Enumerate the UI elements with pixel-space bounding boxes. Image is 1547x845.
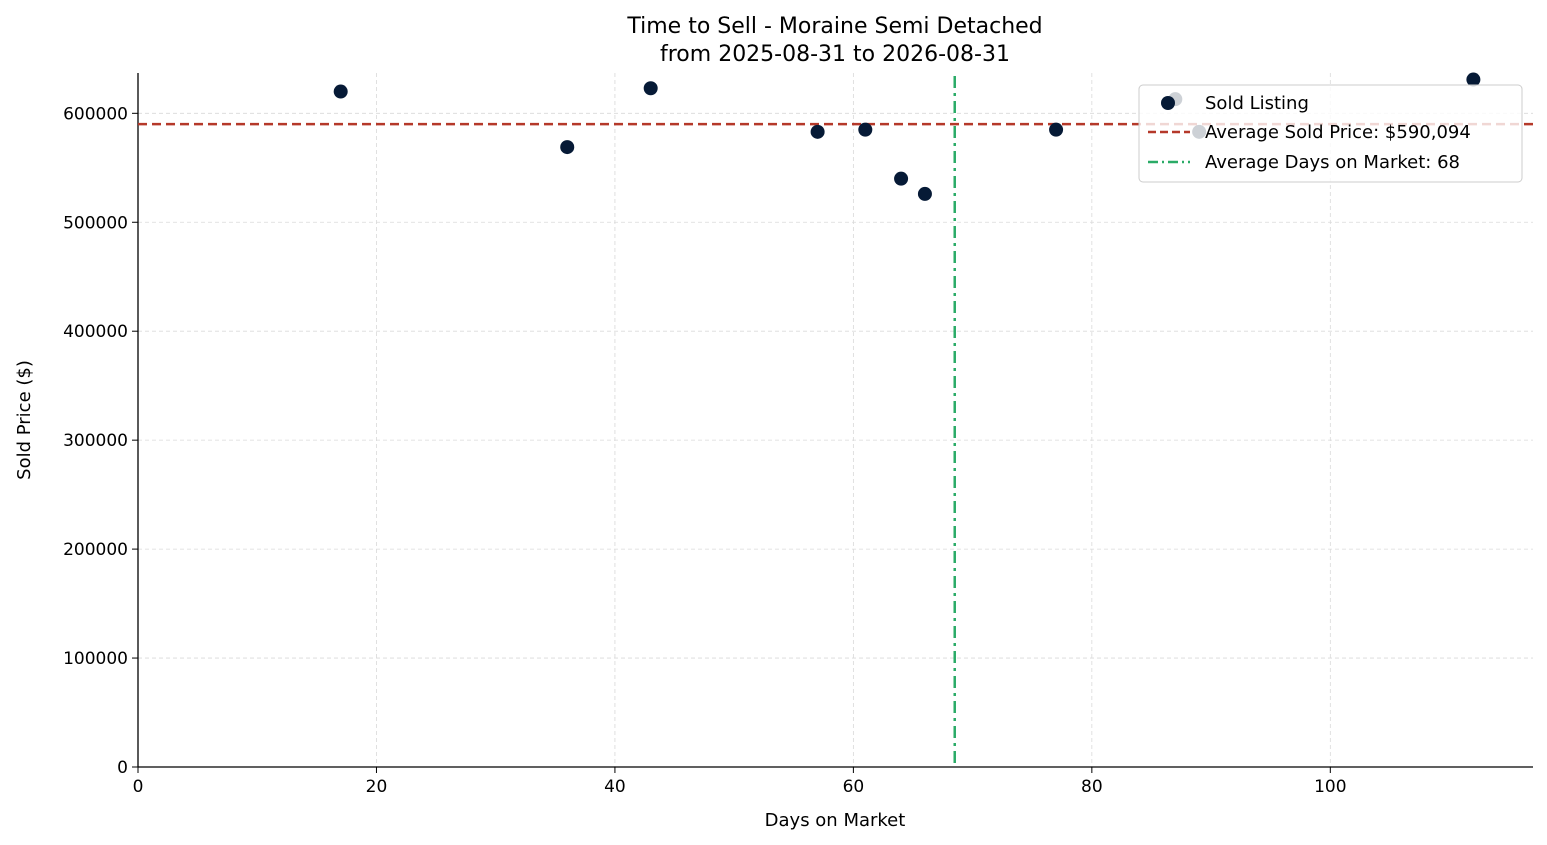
data-point: [1049, 122, 1064, 137]
x-tick-label: 20: [366, 777, 388, 797]
axes: [137, 73, 1533, 768]
x-tick-label: 60: [843, 777, 865, 797]
y-axis-label: Sold Price ($): [14, 360, 35, 480]
x-tick-label: 0: [133, 777, 144, 797]
y-tick-label: 0: [117, 758, 128, 778]
y-tick-label: 100000: [63, 649, 128, 669]
legend-label-average-days: Average Days on Market: 68: [1205, 152, 1460, 173]
y-tick-label: 200000: [63, 540, 128, 560]
data-point: [917, 186, 932, 201]
x-axis-label: Days on Market: [765, 810, 906, 831]
x-ticks: 0 20 40 60 80 100: [133, 767, 1347, 797]
legend-label-sold-listing: Sold Listing: [1205, 93, 1309, 114]
data-point: [894, 171, 909, 186]
x-tick-label: 40: [604, 777, 626, 797]
y-ticks: 0 100000 200000 300000 400000 500000 600000: [63, 104, 138, 778]
x-tick-label: 100: [1314, 777, 1346, 797]
legend: Sold Listing Average Sold Price: $590,09…: [1138, 84, 1523, 183]
data-point: [643, 81, 658, 96]
y-tick-label: 300000: [63, 431, 128, 451]
data-point: [1466, 72, 1481, 87]
y-tick-label: 500000: [63, 213, 128, 233]
x-tick-label: 80: [1081, 777, 1103, 797]
data-point: [858, 122, 873, 137]
data-point: [560, 140, 575, 155]
y-tick-label: 600000: [63, 104, 128, 124]
legend-marker-sold-listing: [1161, 96, 1175, 110]
chart-subtitle: from 2025-08-31 to 2026-08-31: [660, 42, 1010, 67]
legend-box: [1138, 84, 1523, 183]
data-point: [810, 124, 825, 139]
y-tick-label: 400000: [63, 322, 128, 342]
grid: [138, 73, 1533, 767]
legend-label-average-price: Average Sold Price: $590,094: [1205, 122, 1471, 143]
chart-title: Time to Sell - Moraine Semi Detached: [626, 14, 1042, 39]
data-point: [333, 84, 348, 99]
